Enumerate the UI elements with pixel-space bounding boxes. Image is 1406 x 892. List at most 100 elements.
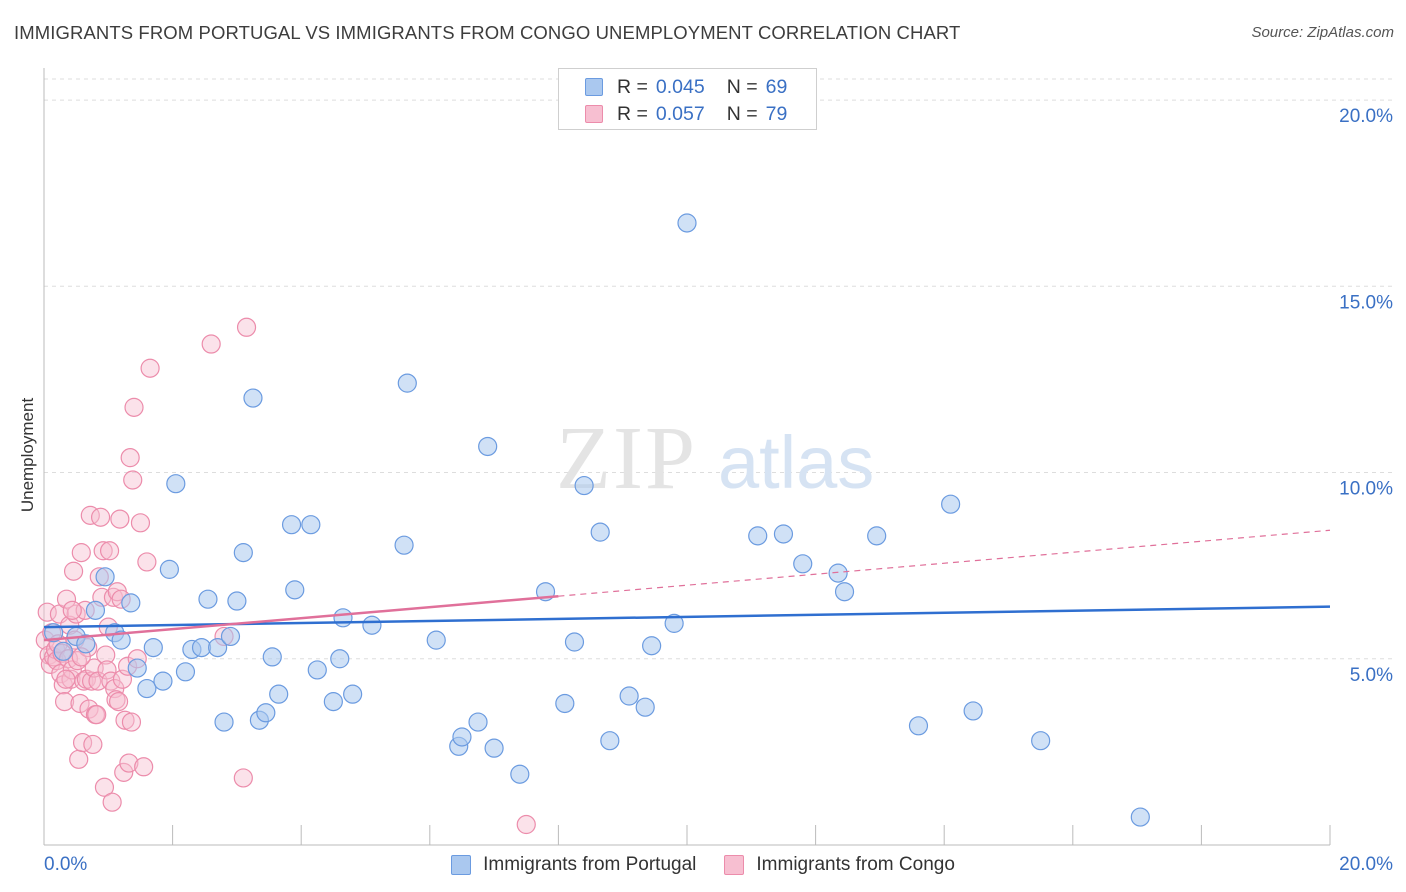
- congo-point: [56, 589, 77, 609]
- legend-item-portugal[interactable]: Immigrants from Portugal: [451, 854, 696, 876]
- congo-point: [71, 543, 91, 563]
- legend-n-value: 69: [765, 75, 788, 98]
- tick-labels: 5.0% 10.0% 15.0% 20.0% 0.0% 20.0%: [44, 106, 1393, 875]
- portugal-point: [484, 738, 504, 758]
- portugal-point: [773, 524, 794, 544]
- portugal-point: [53, 641, 73, 661]
- legend-swatch-congo: [724, 855, 745, 875]
- watermark: ZIP atlas: [556, 409, 874, 508]
- congo-point: [51, 664, 71, 684]
- portugal-point: [574, 475, 594, 496]
- congo-point: [120, 448, 140, 468]
- congo-point: [102, 792, 122, 812]
- portugal-point: [908, 716, 929, 736]
- legend-row-congo: R = 0.057 N = 79: [585, 102, 787, 126]
- congo-point: [93, 541, 113, 561]
- portugal-point: [198, 589, 218, 609]
- congo-point: [87, 705, 107, 725]
- portugal-point: [394, 535, 414, 555]
- congo-point: [83, 734, 103, 755]
- congo-point: [54, 692, 75, 712]
- congo-point: [56, 669, 76, 689]
- congo-point: [70, 693, 90, 714]
- portugal-point: [127, 658, 147, 678]
- portugal-point: [1031, 731, 1051, 751]
- y-tick-label: 5.0%: [1350, 665, 1393, 686]
- portugal-point: [664, 613, 684, 633]
- congo-point: [110, 509, 130, 529]
- series-legend: Immigrants from Portugal Immigrants from…: [0, 852, 1406, 878]
- congo-point: [62, 600, 82, 620]
- portugal-point: [95, 567, 115, 587]
- portugal-point: [256, 703, 276, 723]
- y-axis-label: Unemployment: [18, 397, 37, 513]
- congo-point: [90, 507, 111, 527]
- congo-point: [96, 645, 116, 665]
- portugal-point: [963, 701, 983, 721]
- congo-point: [121, 712, 142, 732]
- grid-lines: [44, 78, 1394, 660]
- portugal-point: [333, 608, 353, 628]
- portugal-point: [262, 647, 282, 667]
- congo-point: [516, 814, 536, 835]
- legend-r-value: 0.057: [655, 102, 705, 125]
- portugal-point: [137, 678, 157, 699]
- y-tick-label: 20.0%: [1339, 106, 1393, 127]
- portugal-point: [233, 543, 253, 563]
- congo-point: [114, 762, 134, 782]
- correlation-legend: R = 0.045 N = 69 R = 0.057 N = 79: [558, 68, 817, 130]
- portugal-point: [191, 637, 212, 658]
- portugal-point: [642, 636, 662, 656]
- portugal-point: [153, 671, 173, 691]
- portugal-point: [143, 637, 163, 658]
- portugal-point: [397, 373, 417, 393]
- portugal-point: [867, 526, 887, 546]
- portugal-point: [793, 554, 813, 574]
- portugal-point: [564, 632, 585, 652]
- portugal-point: [468, 712, 488, 732]
- portugal-point: [85, 600, 106, 620]
- legend-label-congo: Immigrants from Congo: [756, 854, 955, 875]
- congo-point: [134, 757, 154, 777]
- portugal-point: [426, 630, 446, 650]
- x-tick-label: 0.0%: [44, 854, 87, 875]
- portugal-point: [635, 697, 655, 717]
- legend-n-label: N =: [726, 75, 758, 98]
- portugal-point: [269, 684, 289, 704]
- portugal-point: [828, 563, 848, 583]
- legend-n-label: N =: [726, 102, 758, 125]
- legend-label-portugal: Immigrants from Portugal: [483, 854, 697, 875]
- congo-point: [233, 768, 253, 788]
- congo-point: [130, 513, 151, 533]
- portugal-point: [214, 712, 234, 732]
- congo-point: [99, 541, 120, 561]
- legend-swatch-portugal: [585, 78, 603, 96]
- legend-swatch-portugal: [451, 855, 472, 875]
- portugal-point: [243, 388, 263, 408]
- congo-point: [63, 561, 84, 581]
- portugal-point: [285, 580, 305, 600]
- portugal-point: [362, 615, 382, 635]
- portugal-point: [175, 662, 196, 682]
- portugal-trend-line: [43, 605, 1331, 629]
- congo-point: [201, 334, 221, 354]
- portugal-point: [677, 213, 697, 233]
- chart-title: IMMIGRANTS FROM PORTUGAL VS IMMIGRANTS F…: [14, 22, 961, 43]
- congo-point: [124, 397, 144, 417]
- portugal-point: [748, 526, 768, 546]
- congo-point: [94, 777, 115, 797]
- legend-r-label: R =: [617, 102, 648, 125]
- legend-item-congo[interactable]: Immigrants from Congo: [724, 854, 955, 876]
- congo-point: [97, 660, 117, 680]
- portugal-point: [111, 630, 131, 650]
- congo-point: [37, 602, 57, 622]
- congo-point: [123, 470, 143, 490]
- watermark-atlas: atlas: [718, 421, 874, 504]
- congo-point: [236, 317, 257, 337]
- congo-trend-line-extension: [558, 529, 1331, 597]
- portugal-point: [619, 686, 639, 706]
- legend-r-label: R =: [617, 75, 648, 98]
- portugal-point: [227, 591, 247, 611]
- congo-trend-line: [43, 594, 559, 642]
